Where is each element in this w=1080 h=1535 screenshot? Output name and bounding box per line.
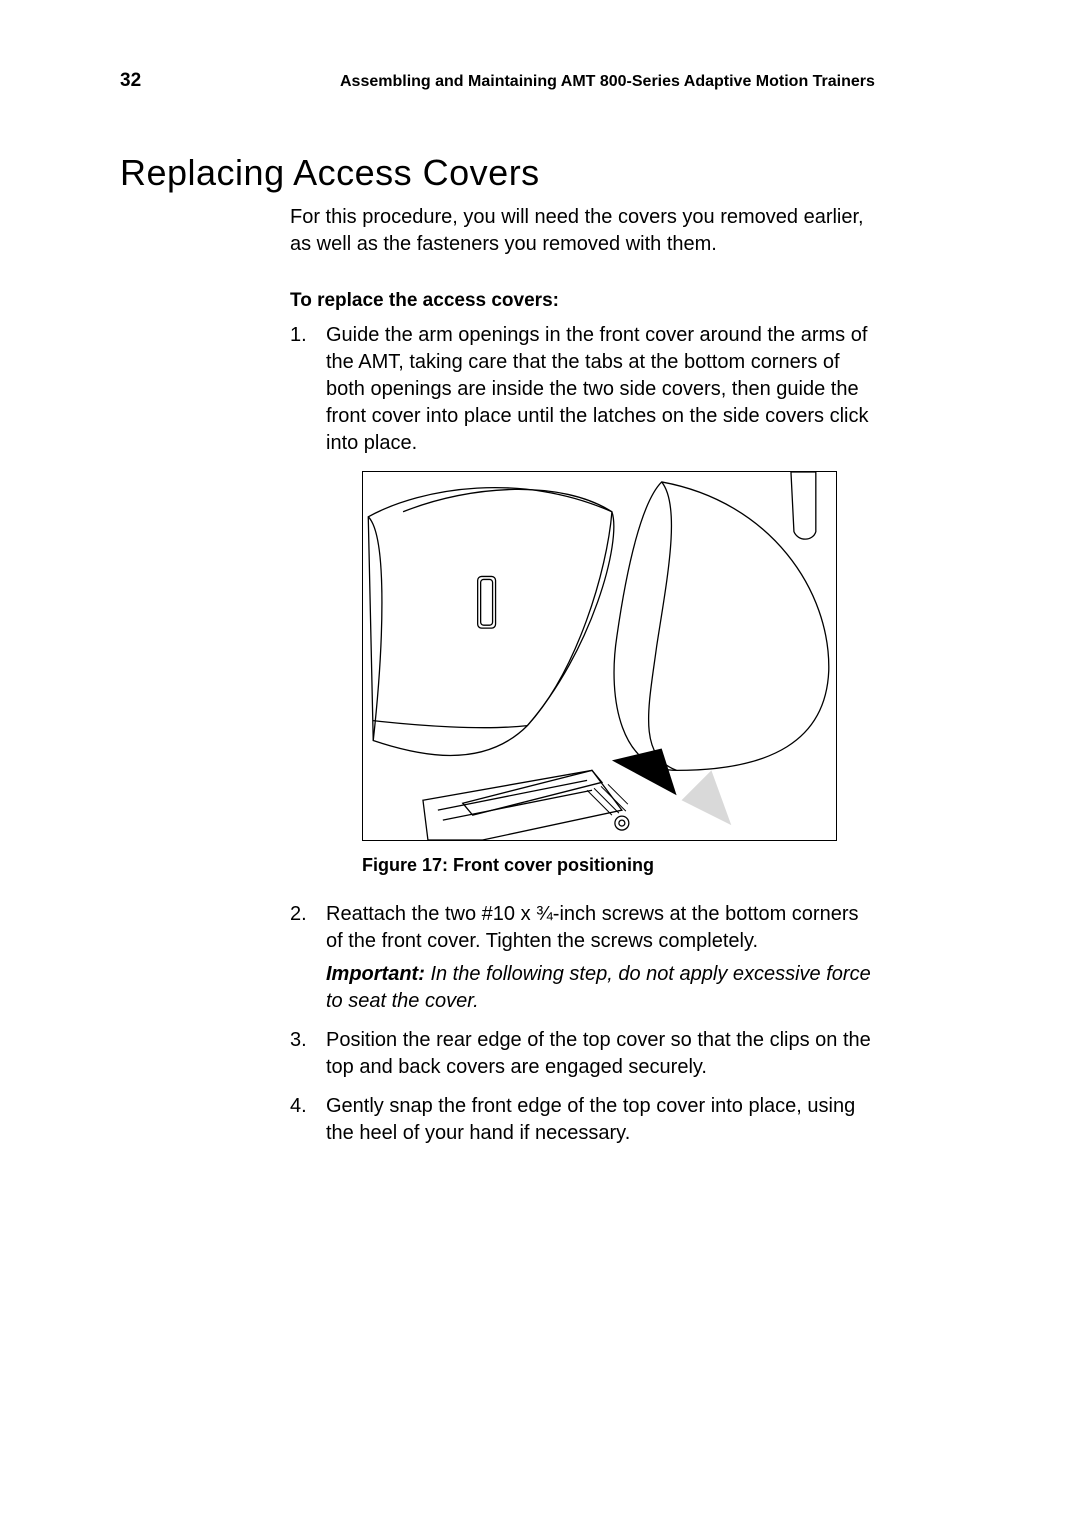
figure-17-caption: Figure 17: Front cover positioning: [362, 853, 875, 877]
step-1: Guide the arm openings in the front cove…: [290, 322, 875, 877]
step-2: Reattach the two #10 x ¾-inch screws at …: [290, 901, 875, 1015]
section-title: Replacing Access Covers: [120, 152, 960, 194]
step-2-text: Reattach the two #10 x ¾-inch screws at …: [326, 903, 858, 952]
document-page: 32 Assembling and Maintaining AMT 800-Se…: [0, 0, 1080, 1229]
header-title: Assembling and Maintaining AMT 800-Serie…: [340, 73, 875, 91]
important-label: Important:: [326, 963, 425, 985]
step-3-text: Position the rear edge of the top cover …: [326, 1029, 871, 1078]
figure-17-drawing: [363, 472, 836, 840]
page-header: 32 Assembling and Maintaining AMT 800-Se…: [120, 70, 960, 92]
procedure-subheading: To replace the access covers:: [290, 290, 875, 312]
figure-17: [362, 471, 837, 841]
content-block: For this procedure, you will need the co…: [290, 204, 875, 1147]
step-4-text: Gently snap the front edge of the top co…: [326, 1095, 855, 1144]
page-number: 32: [120, 70, 160, 92]
procedure-steps: Guide the arm openings in the front cove…: [290, 322, 875, 1147]
step-1-text: Guide the arm openings in the front cove…: [326, 324, 869, 454]
intro-paragraph: For this procedure, you will need the co…: [290, 204, 875, 258]
step-2-important: Important: In the following step, do not…: [326, 961, 875, 1015]
step-4: Gently snap the front edge of the top co…: [290, 1093, 875, 1147]
step-3: Position the rear edge of the top cover …: [290, 1027, 875, 1081]
